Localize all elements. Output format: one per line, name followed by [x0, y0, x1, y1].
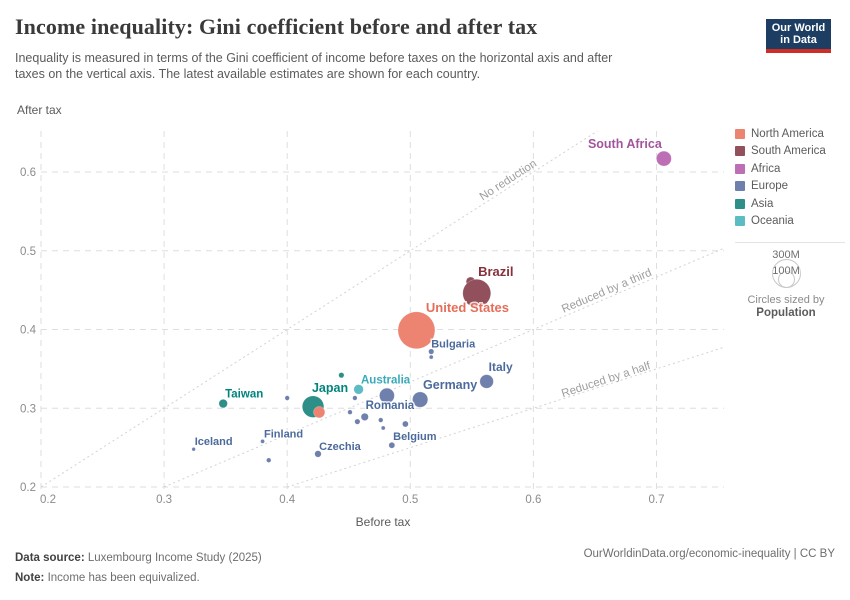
data-point-unlabeled[interactable] — [402, 420, 409, 428]
legend-swatch-africa — [735, 163, 745, 174]
data-point-unlabeled[interactable] — [352, 395, 358, 401]
owid-logo-line2: in Data — [780, 34, 817, 46]
data-point-germany[interactable] — [412, 391, 429, 408]
legend-item-north-america[interactable]: North America — [735, 128, 847, 140]
country-label-taiwan: Taiwan — [225, 389, 263, 401]
data-point-belgium[interactable] — [388, 442, 396, 449]
legend-label: Oceania — [751, 214, 794, 227]
scatter-plot: 0.2 0.3 0.4 0.5 0.6 0.7 0.2 0.3 0.4 0.5 0.6 After t… — [17, 103, 725, 529]
legend-item-oceania[interactable]: Oceania — [735, 215, 847, 227]
data-point-unlabeled[interactable] — [338, 372, 345, 379]
legend-divider — [735, 242, 845, 243]
size-legend-100m-label: 100M — [772, 265, 800, 277]
size-legend-small-circle — [778, 271, 795, 288]
data-point-australia[interactable] — [353, 384, 364, 395]
country-label-belgium: Belgium — [393, 431, 437, 443]
legend-label: North America — [751, 128, 824, 140]
region-legend: North America South America Africa Europ… — [735, 128, 847, 232]
reference-line-label: Reduced by a third — [560, 267, 654, 316]
x-tick-label: 0.6 — [525, 494, 541, 506]
legend-swatch-oceania — [735, 215, 745, 226]
country-label-australia: Australia — [361, 374, 411, 386]
legend-swatch-europe — [735, 181, 745, 192]
x-axis-title: Before tax — [356, 515, 411, 529]
country-label-romania: Romania — [366, 400, 415, 412]
reference-line — [40, 130, 598, 488]
data-point-italy[interactable] — [479, 374, 494, 389]
country-label-united-states: United States — [426, 300, 509, 315]
country-label-brazil: Brazil — [478, 264, 513, 279]
footer-link[interactable]: OurWorldinData.org/economic-inequality |… — [583, 548, 835, 560]
country-label-czechia: Czechia — [319, 441, 361, 453]
reference-line-label: No reduction — [478, 158, 539, 204]
y-tick-label: 0.6 — [20, 167, 36, 179]
y-axis-title: After tax — [17, 103, 62, 117]
footer-source-note: Data source: Luxembourg Income Study (20… — [15, 548, 262, 588]
legend-item-south-america[interactable]: South America — [735, 145, 847, 157]
data-point-unlabeled[interactable] — [347, 409, 353, 415]
data-point-unlabeled[interactable] — [284, 395, 290, 401]
reference-line — [163, 247, 725, 488]
data-point-south-africa[interactable] — [656, 150, 672, 167]
x-tick-label: 0.4 — [279, 494, 296, 506]
data-point-finland[interactable] — [260, 439, 265, 444]
data-point-brazil[interactable] — [462, 279, 492, 308]
data-point-czechia[interactable] — [314, 450, 322, 458]
chart-subtitle-line2: taxes on the vertical axis. The latest a… — [15, 67, 481, 81]
x-tick-label: 0.3 — [156, 494, 172, 506]
reference-line-label: Reduced by a half — [560, 360, 653, 400]
owid-logo-line1: Our World — [771, 22, 826, 34]
legend-swatch-asia — [735, 198, 745, 209]
size-legend-300m-label: 300M — [772, 249, 800, 261]
data-point-unlabeled[interactable] — [354, 418, 361, 425]
data-point-taiwan[interactable] — [218, 398, 228, 409]
legend-swatch-north-america — [735, 129, 745, 139]
country-label-italy: Italy — [489, 360, 513, 374]
note-line: Note: Income has been equivalized. — [15, 572, 200, 584]
country-label-finland: Finland — [264, 428, 303, 440]
legend-label: Africa — [751, 162, 781, 175]
country-label-japan: Japan — [312, 381, 348, 395]
x-tick-label: 0.2 — [40, 494, 56, 506]
data-point-unlabeled[interactable] — [378, 417, 384, 423]
country-label-germany: Germany — [423, 378, 477, 392]
legend-item-europe[interactable]: Europe — [735, 180, 847, 192]
data-point-iceland[interactable] — [191, 447, 196, 452]
data-point-romania[interactable] — [379, 387, 395, 404]
size-legend-caption-population: Population — [756, 307, 816, 319]
legend-label: Asia — [751, 197, 774, 210]
data-point-bulgaria[interactable] — [428, 348, 435, 355]
data-point-united-states[interactable] — [397, 311, 436, 350]
data-point-unlabeled[interactable] — [360, 412, 369, 421]
country-label-south-africa: South Africa — [588, 137, 663, 151]
country-label-bulgaria: Bulgaria — [431, 339, 476, 351]
data-point-unlabeled[interactable] — [428, 354, 434, 360]
legend-label: Europe — [751, 180, 789, 193]
y-tick-label: 0.3 — [20, 403, 36, 415]
legend-item-africa[interactable]: Africa — [735, 163, 847, 175]
data-source-line: Data source: Luxembourg Income Study (20… — [15, 552, 262, 564]
legend-swatch-south-america — [735, 146, 745, 157]
legend-item-asia[interactable]: Asia — [735, 198, 847, 210]
y-tick-label: 0.5 — [20, 246, 36, 258]
x-tick-label: 0.5 — [402, 494, 418, 506]
country-label-iceland: Iceland — [195, 436, 233, 448]
owid-logo[interactable]: Our World in Data — [766, 19, 831, 53]
chart-subtitle-line1: Inequality is measured in terms of the G… — [15, 51, 613, 65]
chart-subtitle: Inequality is measured in terms of the G… — [15, 50, 739, 82]
data-point-unlabeled[interactable] — [313, 406, 326, 419]
page-title: Income inequality: Gini coefficient befo… — [15, 14, 538, 39]
data-point-unlabeled[interactable] — [380, 425, 386, 431]
data-point-unlabeled[interactable] — [266, 457, 272, 463]
y-tick-label: 0.4 — [20, 325, 37, 337]
reference-line — [287, 346, 725, 488]
size-legend-caption: Circles sized by — [747, 294, 825, 306]
y-tick-label: 0.2 — [20, 482, 36, 494]
x-tick-label: 0.7 — [649, 494, 665, 506]
legend-label: South America — [751, 145, 826, 158]
